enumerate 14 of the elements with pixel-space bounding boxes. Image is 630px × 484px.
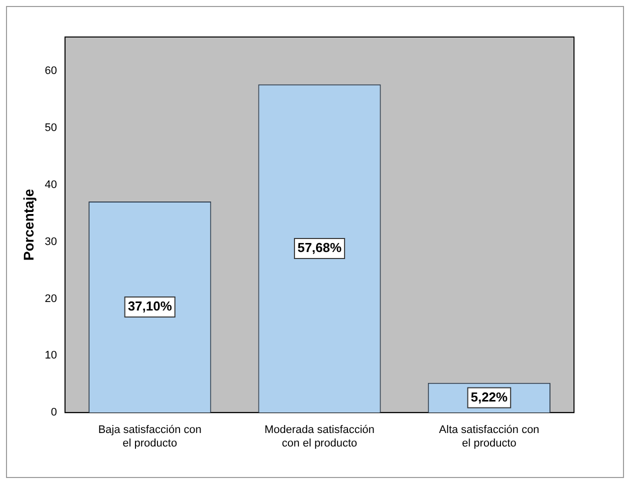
data-label: 57,68% bbox=[297, 240, 342, 256]
y-tick-label: 30 bbox=[44, 236, 58, 248]
y-axis-title: Porcentaje bbox=[20, 188, 36, 261]
x-tick-label: Baja satisfacción con el producto bbox=[98, 424, 202, 450]
x-tick-label: Moderada satisfacción con el producto bbox=[264, 424, 375, 450]
y-tick-label: 40 bbox=[44, 178, 58, 191]
x-tick-label: Alta satisfacción con el producto bbox=[439, 424, 540, 450]
y-tick-label: 60 bbox=[44, 65, 58, 78]
data-label: 5,22% bbox=[470, 389, 508, 404]
y-tick-label: 10 bbox=[44, 350, 58, 362]
y-tick-label: 50 bbox=[44, 122, 58, 134]
y-tick-label: 20 bbox=[44, 292, 58, 305]
y-tick-label: 0 bbox=[50, 406, 58, 419]
data-label: 37,10% bbox=[128, 298, 172, 314]
